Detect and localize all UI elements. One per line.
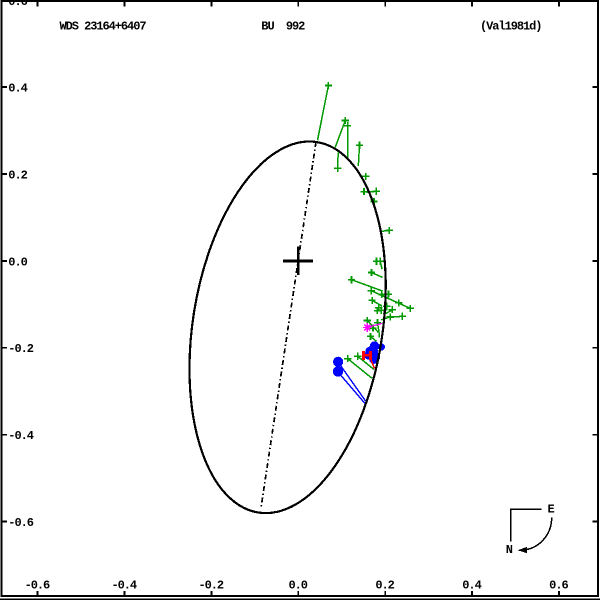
svg-text:-0.2: -0.2 xyxy=(8,342,33,356)
svg-text:WDS 23164+6407: WDS 23164+6407 xyxy=(60,19,147,33)
svg-text:0.0: 0.0 xyxy=(288,578,307,592)
svg-text:0.4: 0.4 xyxy=(8,82,27,96)
svg-text:0.0: 0.0 xyxy=(8,255,27,269)
svg-text:-0.4: -0.4 xyxy=(112,578,137,592)
svg-text:BU 992: BU 992 xyxy=(261,19,305,33)
svg-text:0.2: 0.2 xyxy=(375,578,394,592)
svg-text:0.2: 0.2 xyxy=(8,168,27,182)
svg-text:0.6: 0.6 xyxy=(8,0,27,9)
svg-text:N: N xyxy=(506,543,513,557)
svg-text:E: E xyxy=(548,503,555,517)
svg-text:0.6: 0.6 xyxy=(549,578,568,592)
svg-text:-0.6: -0.6 xyxy=(8,516,33,530)
svg-text:0.4: 0.4 xyxy=(462,578,481,592)
svg-text:-0.4: -0.4 xyxy=(8,429,33,443)
svg-text:(Val1981d): (Val1981d) xyxy=(480,19,541,33)
svg-text:-0.6: -0.6 xyxy=(25,578,50,592)
svg-text:-0.2: -0.2 xyxy=(199,578,224,592)
